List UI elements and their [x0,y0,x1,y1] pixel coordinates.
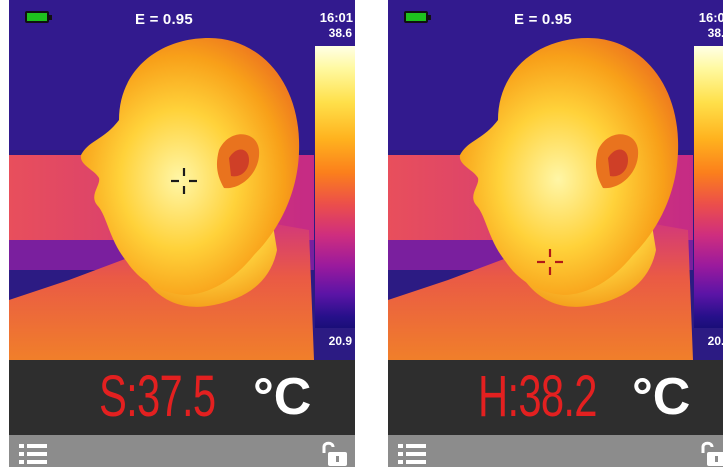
battery-icon [25,11,52,23]
thermal-screen-right: E = 0.95 16:01 38.6 20.9 H:38.2 °C [388,0,723,467]
scale-max-temp: 38.6 [707,26,723,40]
emissivity-value: E = 0.95 [135,11,193,28]
thermal-image [9,0,355,360]
menu-icon[interactable] [398,443,426,465]
temperature-unit: °C [632,368,691,426]
clock: 16:01 [319,10,353,25]
temperature-readout: H:38.2 °C [388,360,723,435]
scale-min-temp: 20.9 [328,334,352,348]
unlock-icon[interactable] [698,439,723,467]
temperature-value: H:38.2 [478,364,597,429]
temperature-value: S:37.5 [99,364,216,429]
battery-icon [404,11,431,23]
temperature-readout: S:37.5 °C [9,360,355,435]
scale-min-temp: 20.9 [707,334,723,348]
scale-max-temp: 38.6 [328,26,352,40]
color-scale-bar [694,46,723,328]
bottom-bar [9,435,355,467]
temperature-unit: °C [253,368,312,426]
thermal-image [388,0,723,360]
unlock-icon[interactable] [319,439,349,467]
clock: 16:01 [698,10,723,25]
color-scale-bar [315,46,355,328]
thermal-screen-left: E = 0.95 16:01 38.6 20.9 S:37.5 °C [9,0,355,467]
status-bar: E = 0.95 16:01 [9,0,355,30]
emissivity-value: E = 0.95 [514,11,572,28]
bottom-bar [388,435,723,467]
menu-icon[interactable] [19,443,47,465]
status-bar: E = 0.95 16:01 [388,0,723,30]
